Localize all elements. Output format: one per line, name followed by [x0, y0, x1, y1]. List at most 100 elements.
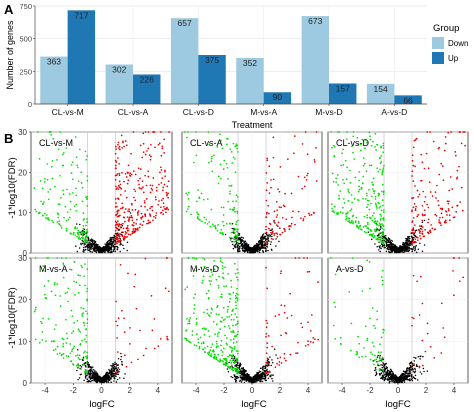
- point-down: [221, 316, 224, 319]
- point-down: [215, 358, 218, 361]
- point-ns: [93, 371, 96, 373]
- point-ns: [95, 251, 98, 254]
- point-ns: [114, 232, 117, 235]
- point-ns: [103, 377, 105, 379]
- point-ns: [120, 358, 122, 361]
- point-ns: [255, 248, 257, 250]
- point-down: [231, 162, 234, 164]
- point-down: [72, 363, 74, 365]
- point-ns: [231, 227, 233, 230]
- point-down: [222, 360, 224, 363]
- point-down: [59, 224, 62, 227]
- point-down: [222, 306, 225, 309]
- point-ns: [100, 381, 102, 383]
- point-ns: [87, 236, 89, 239]
- point-down: [60, 257, 63, 259]
- panel-title: CL-vs-M: [39, 138, 73, 148]
- point-up: [266, 287, 268, 290]
- point-down: [233, 208, 235, 210]
- point-down: [222, 347, 225, 350]
- point-up: [150, 295, 153, 297]
- point-down: [206, 222, 209, 225]
- point-up: [411, 159, 414, 162]
- point-up: [273, 220, 275, 223]
- point-down: [234, 238, 237, 241]
- point-down: [224, 334, 226, 337]
- point-up: [114, 226, 117, 229]
- point-ns: [415, 365, 418, 367]
- point-up: [114, 229, 117, 232]
- point-down: [236, 359, 239, 362]
- point-up: [309, 330, 312, 332]
- point-ns: [404, 244, 406, 247]
- point-down: [215, 357, 218, 359]
- point-up: [283, 304, 286, 307]
- point-ns: [91, 251, 93, 253]
- point-up: [412, 164, 415, 167]
- point-ns: [257, 373, 259, 375]
- point-ns: [378, 249, 380, 251]
- point-down: [379, 168, 381, 171]
- point-up: [118, 145, 121, 148]
- point-ns: [97, 249, 99, 251]
- bar-y-axis-title: Number of genes: [5, 20, 15, 90]
- point-up: [114, 178, 117, 181]
- point-up: [132, 231, 135, 234]
- point-ns: [406, 241, 408, 243]
- point-ns: [391, 251, 393, 253]
- point-down: [204, 347, 206, 349]
- point-up: [308, 270, 311, 273]
- point-up: [265, 362, 268, 364]
- point-ns: [388, 250, 390, 253]
- point-ns: [382, 378, 384, 380]
- point-ns: [402, 251, 405, 254]
- point-up: [437, 147, 440, 150]
- point-ns: [388, 382, 391, 384]
- point-down: [380, 209, 383, 212]
- point-down: [68, 193, 71, 195]
- point-ns: [409, 237, 411, 240]
- point-down: [53, 283, 56, 286]
- point-ns: [244, 376, 247, 378]
- point-up: [153, 215, 155, 218]
- point-up: [283, 227, 285, 230]
- point-down: [76, 164, 79, 167]
- point-up: [411, 229, 413, 231]
- point-up: [313, 159, 316, 161]
- point-ns: [386, 247, 389, 249]
- point-up: [275, 216, 278, 218]
- point-ns: [269, 356, 271, 358]
- point-up: [114, 174, 117, 177]
- point-ns: [93, 243, 95, 245]
- point-down: [71, 332, 73, 334]
- point-ns: [95, 372, 97, 374]
- point-ns: [261, 239, 263, 242]
- point-ns: [116, 245, 118, 248]
- point-down: [360, 188, 363, 190]
- legend-title: Group: [433, 23, 459, 34]
- point-ns: [396, 249, 399, 252]
- point-up: [139, 329, 141, 332]
- point-ns: [243, 240, 245, 242]
- point-down: [86, 318, 89, 321]
- point-down: [382, 211, 385, 214]
- point-up: [414, 208, 417, 210]
- point-up: [447, 208, 450, 210]
- point-ns: [97, 374, 99, 376]
- point-down: [212, 356, 215, 359]
- point-down: [222, 363, 225, 366]
- point-up: [444, 142, 447, 145]
- point-ns: [106, 247, 108, 250]
- point-ns: [244, 370, 247, 373]
- point-up: [313, 161, 316, 163]
- point-up: [114, 243, 117, 245]
- point-up: [272, 238, 274, 241]
- point-ns: [382, 366, 385, 368]
- point-down: [38, 158, 41, 160]
- point-ns: [94, 373, 96, 376]
- point-down: [367, 203, 369, 206]
- point-down: [77, 229, 79, 232]
- point-ns: [237, 237, 239, 239]
- point-down: [365, 170, 368, 173]
